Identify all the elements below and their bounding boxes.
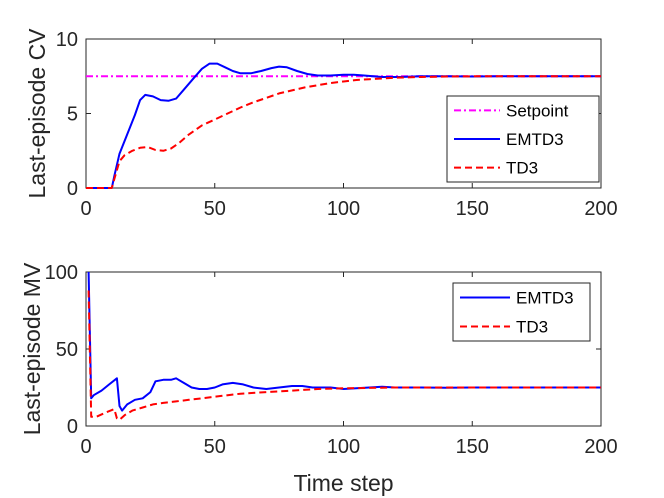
cv-series-line-td3 — [86, 75, 601, 189]
mv-ticks: 0 50 100 150 200 0 50 100 — [45, 262, 618, 458]
cv-x-tick-label: 150 — [456, 198, 489, 220]
mv-x-tick-label: 0 — [80, 436, 91, 458]
cv-x-tick-label: 200 — [584, 198, 617, 220]
cv-x-tick-label: 100 — [327, 198, 360, 220]
cv-x-tick-label: 0 — [80, 198, 91, 220]
cv-legend-label-setpoint: Setpoint — [506, 101, 569, 120]
cv-x-tick-label: 50 — [204, 198, 226, 220]
cv-panel: 0 50 100 150 200 0 5 10 Last-episode CV Setpoin… — [24, 28, 618, 220]
mv-legend-box — [452, 282, 591, 342]
mv-x-tick-label: 200 — [584, 436, 617, 458]
cv-y-axis-label: Last-episode CV — [24, 28, 50, 199]
mv-legend: EMTD3 TD3 — [452, 282, 591, 342]
mv-x-tick-label: 150 — [456, 436, 489, 458]
cv-legend-label-td3: TD3 — [506, 159, 538, 178]
cv-legend: Setpoint EMTD3 TD3 — [446, 95, 600, 183]
cv-series-group — [86, 62, 601, 189]
mv-x-tick-label: 50 — [204, 436, 226, 458]
mv-y-tick-label: 100 — [45, 262, 78, 284]
cv-y-tick-label: 0 — [67, 178, 78, 200]
cv-y-tick-label: 5 — [67, 104, 78, 126]
mv-legend-label-td3: TD3 — [516, 318, 548, 337]
cv-y-tick-label: 10 — [56, 29, 78, 51]
cv-series-line-emtd3 — [86, 62, 601, 189]
mv-x-tick-label: 100 — [327, 436, 360, 458]
x-axis-label: Time step — [293, 470, 393, 496]
mv-series-group — [87, 271, 601, 421]
mv-y-tick-label: 0 — [67, 416, 78, 438]
mv-series-line-td3 — [87, 290, 601, 421]
mv-legend-label-emtd3: EMTD3 — [516, 289, 574, 308]
cv-ticks: 0 50 100 150 200 0 5 10 — [56, 29, 618, 220]
mv-panel: 0 50 100 150 200 0 50 100 Last-episode MV Time … — [19, 262, 618, 496]
cv-legend-label-emtd3: EMTD3 — [506, 130, 564, 149]
mv-y-tick-label: 50 — [56, 339, 78, 361]
mv-y-axis-label: Last-episode MV — [19, 262, 45, 435]
